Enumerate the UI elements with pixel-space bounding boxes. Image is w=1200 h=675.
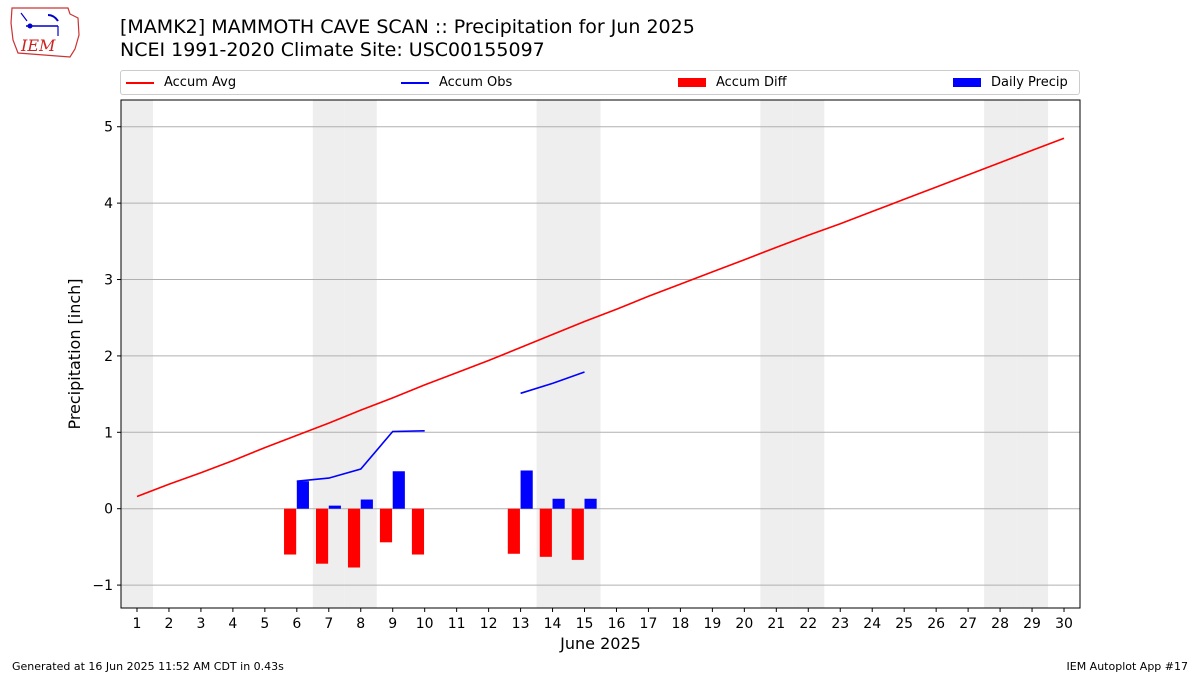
weekend-shade xyxy=(1016,100,1049,608)
x-tick-label: 7 xyxy=(324,616,333,632)
x-tick-label: 6 xyxy=(292,616,301,632)
y-tick-label: 2 xyxy=(104,349,113,365)
daily-precip-bar xyxy=(296,481,309,509)
x-tick-label: 16 xyxy=(608,616,626,632)
legend-accum-diff: Accum Diff xyxy=(678,71,787,94)
x-tick-label: 11 xyxy=(448,616,466,632)
daily-precip-bar xyxy=(552,498,565,509)
y-tick-label: 5 xyxy=(104,120,113,136)
x-tick-label: 4 xyxy=(228,616,237,632)
legend-swatch-daily xyxy=(953,78,981,87)
x-tick-label: 5 xyxy=(260,616,269,632)
y-tick-label: 0 xyxy=(104,502,113,518)
x-tick-label: 25 xyxy=(895,616,913,632)
accum-diff-bar xyxy=(539,508,552,557)
generated-footer: Generated at 16 Jun 2025 11:52 AM CDT in… xyxy=(12,660,284,673)
y-tick-label: 3 xyxy=(104,273,113,289)
x-tick-label: 8 xyxy=(356,616,365,632)
x-tick-label: 20 xyxy=(735,616,753,632)
chart-subtitle: NCEI 1991-2020 Climate Site: USC00155097 xyxy=(120,39,545,61)
x-tick-label: 27 xyxy=(959,616,977,632)
daily-precip-bar xyxy=(392,471,405,509)
y-tick-label: 4 xyxy=(104,196,113,212)
x-tick-label: 26 xyxy=(927,616,945,632)
svg-text:IEM: IEM xyxy=(20,36,56,55)
legend-swatch-avg xyxy=(126,81,154,84)
weekend-shade xyxy=(792,100,825,608)
x-tick-label: 9 xyxy=(388,616,397,632)
x-tick-label: 29 xyxy=(1023,616,1041,632)
daily-precip-bar xyxy=(360,499,373,509)
accum-diff-bar xyxy=(411,508,425,555)
daily-precip-bar xyxy=(584,498,597,509)
chart-title: [MAMK2] MAMMOTH CAVE SCAN :: Precipitati… xyxy=(120,16,695,38)
x-tick-label: 1 xyxy=(133,616,142,632)
x-tick-label: 28 xyxy=(991,616,1009,632)
x-tick-label: 3 xyxy=(196,616,205,632)
x-tick-label: 14 xyxy=(544,616,562,632)
x-tick-label: 12 xyxy=(480,616,498,632)
x-tick-label: 18 xyxy=(672,616,690,632)
legend-label-daily: Daily Precip xyxy=(991,75,1068,90)
x-tick-label: 19 xyxy=(703,616,721,632)
accum-obs-line xyxy=(296,371,585,482)
legend-swatch-diff xyxy=(678,78,706,87)
x-tick-label: 30 xyxy=(1055,616,1073,632)
legend-accum-obs: Accum Obs xyxy=(401,71,512,94)
weekend-shade xyxy=(121,100,153,608)
x-tick-label: 2 xyxy=(164,616,173,632)
daily-precip-bar xyxy=(520,470,533,509)
legend-label-obs: Accum Obs xyxy=(439,75,513,90)
x-tick-label: 22 xyxy=(799,616,817,632)
x-axis-label: June 2025 xyxy=(559,634,641,653)
accum-diff-bar xyxy=(315,508,329,564)
legend-label-diff: Accum Diff xyxy=(716,75,787,90)
plot-frame xyxy=(120,99,1081,609)
daily-precip-bar xyxy=(328,505,341,509)
chart-legend: Accum Avg Accum Obs Accum Diff Daily Pre… xyxy=(120,70,1080,95)
x-tick-label: 13 xyxy=(512,616,530,632)
weekend-shade xyxy=(984,100,1017,608)
x-tick-label: 24 xyxy=(863,616,881,632)
y-axis-label: Precipitation [inch] xyxy=(65,278,84,429)
x-tick-label: 21 xyxy=(767,616,785,632)
y-tick-label: 1 xyxy=(104,425,113,441)
app-footer: IEM Autoplot App #17 xyxy=(1066,660,1189,673)
iem-logo: IEM xyxy=(8,5,82,59)
accum-avg-line xyxy=(136,137,1065,498)
accum-diff-bar xyxy=(347,508,361,568)
weekend-shade xyxy=(760,100,793,608)
y-tick-label: −1 xyxy=(92,578,113,594)
x-tick-label: 17 xyxy=(640,616,658,632)
accum-diff-bar xyxy=(571,508,584,560)
legend-accum-avg: Accum Avg xyxy=(126,71,236,94)
x-tick-label: 15 xyxy=(576,616,594,632)
legend-daily-precip: Daily Precip xyxy=(953,71,1068,94)
accum-diff-bar xyxy=(379,508,393,543)
accum-diff-bar xyxy=(284,508,297,555)
x-tick-label: 10 xyxy=(416,616,434,632)
legend-label-avg: Accum Avg xyxy=(164,75,237,90)
accum-diff-bar xyxy=(507,508,520,554)
x-tick-label: 23 xyxy=(831,616,849,632)
legend-swatch-obs xyxy=(401,81,429,84)
